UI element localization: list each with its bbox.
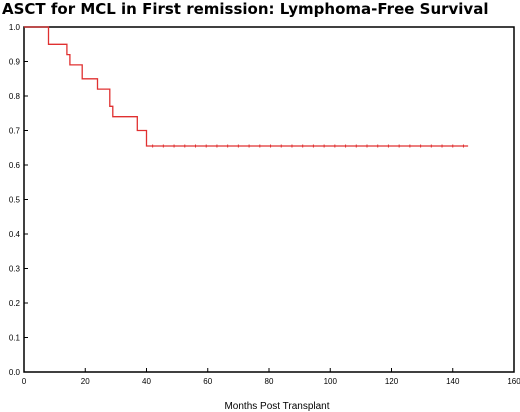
y-tick-label: 0.2: [9, 299, 21, 308]
x-tick-label: 60: [203, 377, 212, 386]
y-tick-label: 0.7: [9, 127, 21, 136]
x-tick-label: 20: [81, 377, 90, 386]
y-tick-label: 0.1: [9, 334, 21, 343]
y-tick-label: 0.0: [9, 368, 21, 377]
x-tick-label: 140: [446, 377, 460, 386]
y-tick-label: 0.5: [9, 196, 21, 205]
y-tick-label: 0.8: [9, 92, 21, 101]
y-tick-label: 1.0: [9, 23, 21, 32]
x-tick-label: 120: [385, 377, 399, 386]
x-axis-title: Months Post Transplant: [224, 401, 329, 412]
y-tick-label: 0.6: [9, 161, 21, 170]
chart-title: ASCT for MCL in First remission: Lymphom…: [2, 0, 489, 18]
survival-curve: [24, 26, 469, 147]
x-axis: 0 20 40 60 80 100 120 140 160: [22, 368, 520, 386]
x-tick-label: 0: [22, 377, 27, 386]
x-tick-label: 100: [324, 377, 338, 386]
y-tick-label: 0.3: [9, 265, 21, 274]
series-layer: [24, 26, 469, 148]
x-tick-label: 160: [507, 377, 520, 386]
y-axis: 0.0 0.1 0.2 0.3 0.4 0.5 0.6 0.7 0.8 0.9 1.0: [9, 23, 28, 377]
x-tick-label: 80: [265, 377, 274, 386]
x-tick-label: 40: [142, 377, 151, 386]
y-tick-label: 0.4: [9, 230, 21, 239]
y-tick-label: 0.9: [9, 58, 21, 67]
